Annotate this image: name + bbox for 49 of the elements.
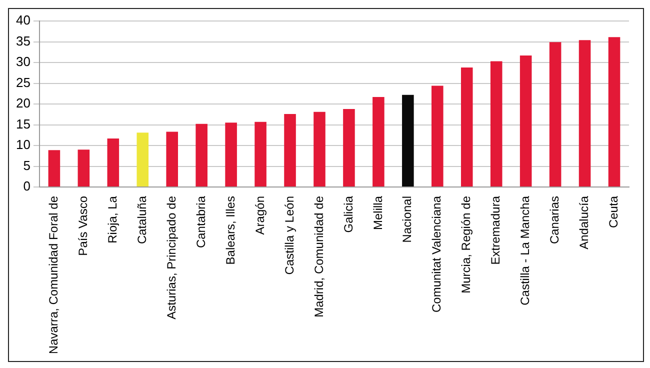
bar [578, 40, 591, 186]
bar [166, 132, 178, 186]
bar [78, 150, 90, 186]
y-tick-label: 20 [16, 96, 30, 111]
x-tick-label: Andalucía [577, 196, 592, 250]
y-tick-label: 15 [16, 116, 30, 132]
bar [196, 124, 208, 186]
bar [48, 150, 60, 186]
bar [136, 132, 149, 186]
bar [107, 138, 120, 186]
x-tick-label: Nacional [400, 196, 414, 243]
bar [225, 122, 237, 186]
x-tick-label: Rioja, La [105, 196, 120, 244]
bar [460, 67, 473, 186]
y-tick-label: 30 [16, 54, 30, 70]
bar [520, 55, 532, 186]
x-tick-label: Extremadura [488, 196, 503, 265]
y-tick-label: 25 [16, 74, 30, 90]
x-tick-label: Ceuta [606, 196, 621, 228]
x-tick-label: Cataluña [134, 196, 149, 244]
bar [432, 86, 444, 186]
y-tick-label: 40 [16, 12, 30, 28]
x-tick-label: Balears, Illes [223, 196, 238, 265]
x-tick-label: Galicia [341, 196, 356, 233]
bar [372, 96, 384, 186]
x-tick-label: Castilla y León [282, 196, 296, 275]
x-tick-label: Castilla - La Mancha [518, 196, 532, 306]
bar [402, 94, 414, 186]
x-tick-label: Melilla [370, 196, 385, 230]
x-tick-label: Navarra, Comunidad Foral de [46, 196, 61, 354]
bar [284, 114, 296, 186]
bar [254, 122, 266, 186]
x-tick-label: País Vasco [76, 196, 90, 256]
x-tick-label: Comunitat Valenciana [430, 196, 444, 313]
bar [608, 37, 620, 186]
bar [549, 42, 562, 186]
x-tick-label: Cantabria [194, 196, 208, 248]
y-tick-label: 0 [23, 178, 30, 194]
y-tick-label: 10 [16, 137, 30, 152]
x-tick-label: Madrid, Comunidad de [312, 196, 326, 318]
x-tick-label: Asturias, Principado de [164, 196, 178, 320]
x-tick-label: Aragón [252, 196, 267, 235]
y-tick-label: 5 [23, 158, 30, 173]
x-tick-label: Murcia, Región de [459, 196, 474, 294]
bar [343, 108, 355, 186]
bar [490, 61, 502, 186]
y-tick-label: 35 [16, 33, 30, 48]
bar [314, 112, 326, 186]
x-tick-label: Canarias [548, 196, 562, 244]
